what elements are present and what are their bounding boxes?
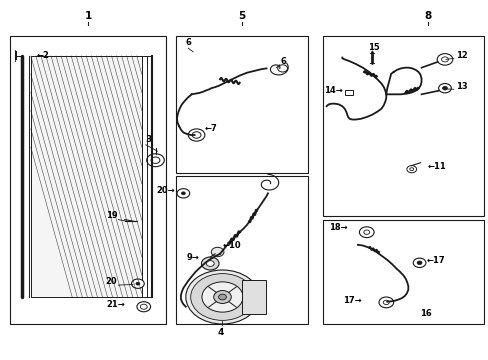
Circle shape	[436, 54, 452, 65]
Text: 15: 15	[367, 43, 379, 52]
Circle shape	[140, 304, 147, 309]
Circle shape	[190, 132, 200, 139]
Circle shape	[181, 192, 185, 195]
Circle shape	[406, 166, 416, 173]
Text: 12: 12	[455, 51, 467, 60]
Text: ←7: ←7	[204, 124, 217, 133]
Circle shape	[185, 270, 259, 324]
Circle shape	[193, 134, 197, 137]
Circle shape	[378, 297, 393, 308]
Text: 5: 5	[238, 11, 245, 21]
Text: 9→: 9→	[186, 253, 199, 262]
Circle shape	[416, 261, 421, 265]
Circle shape	[190, 274, 254, 320]
Text: 8: 8	[424, 11, 430, 21]
Bar	[345, 90, 352, 95]
Text: 6: 6	[185, 38, 191, 47]
Bar	[242, 280, 265, 314]
Text: 13: 13	[455, 82, 467, 91]
Circle shape	[213, 291, 231, 303]
Circle shape	[177, 189, 189, 198]
Circle shape	[137, 302, 150, 312]
Text: 4: 4	[217, 328, 224, 337]
Bar	[176, 176, 307, 324]
Circle shape	[363, 230, 369, 234]
Text: ←17: ←17	[426, 256, 444, 265]
Text: 1: 1	[84, 11, 91, 21]
Circle shape	[202, 282, 243, 312]
Circle shape	[218, 294, 226, 300]
Circle shape	[136, 282, 140, 285]
Text: ←11: ←11	[427, 162, 446, 171]
Bar	[322, 36, 483, 216]
Circle shape	[146, 154, 164, 167]
Text: 18→: 18→	[328, 224, 346, 233]
Text: 19: 19	[105, 211, 117, 220]
Text: ←2: ←2	[37, 51, 49, 60]
Text: 20→: 20→	[156, 186, 175, 195]
Circle shape	[192, 132, 201, 138]
Circle shape	[206, 261, 214, 266]
Text: 16: 16	[419, 309, 430, 318]
Text: 20: 20	[105, 278, 117, 287]
Circle shape	[201, 257, 219, 270]
Text: ←10: ←10	[223, 242, 241, 251]
Bar	[176, 36, 307, 173]
Circle shape	[383, 300, 388, 305]
Circle shape	[131, 279, 144, 288]
Circle shape	[211, 247, 224, 257]
Text: 17→: 17→	[343, 296, 361, 305]
Text: 6: 6	[280, 57, 285, 66]
Circle shape	[409, 168, 413, 171]
Circle shape	[441, 57, 447, 62]
Text: 21→: 21→	[106, 300, 124, 309]
Circle shape	[151, 157, 160, 163]
Circle shape	[438, 84, 450, 93]
Text: 14→: 14→	[324, 86, 343, 95]
Bar	[10, 36, 166, 324]
Text: 3: 3	[145, 135, 152, 144]
Circle shape	[277, 65, 287, 72]
Bar	[322, 220, 483, 324]
Circle shape	[442, 86, 447, 90]
Circle shape	[412, 258, 425, 267]
Circle shape	[188, 129, 204, 141]
Bar	[31, 56, 142, 297]
Circle shape	[359, 227, 373, 238]
